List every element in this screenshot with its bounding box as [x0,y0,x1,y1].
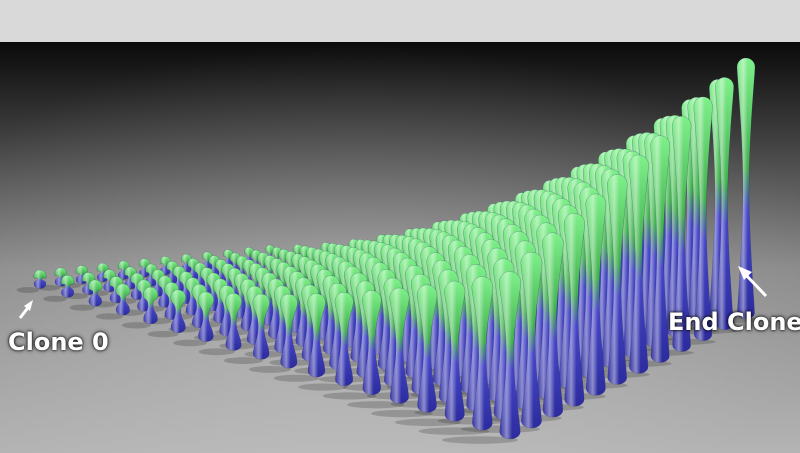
clone-highlight [225,293,242,351]
clone-shadow [69,304,95,311]
clone-highlight [160,256,171,275]
clone-shadow [322,392,376,400]
clone-highlight [362,290,382,395]
clone-highlight [585,193,606,396]
clone-highlight [307,293,326,378]
clone-highlight [252,293,270,360]
clone-shadow [371,409,433,418]
clone-highlight [444,281,465,422]
clone-shadow [16,286,40,294]
clone-highlight [61,275,75,298]
clone-highlight [715,77,734,330]
clone-highlight [124,266,137,290]
clone-highlight [672,116,692,352]
clone-highlight [170,289,186,333]
clone-shadow [442,436,518,444]
clone-shadow [43,295,67,302]
clone-highlight [197,291,214,342]
clone-shadow [394,418,462,427]
clone-shadow [223,357,264,364]
clone-highlight [181,254,192,273]
clone-highlight [143,287,158,324]
clone-highlight [607,174,628,385]
clone-0-label: Clone 0 [8,328,109,356]
clone-highlight [280,294,298,369]
clone-shadow [346,401,405,409]
clone-highlight [145,264,158,287]
clone-shadow [198,348,235,356]
clone-shadow [248,365,292,373]
clone-highlight [334,292,354,386]
clone-array [33,57,756,440]
clone-highlight [88,279,103,307]
clone-highlight [115,283,131,316]
clone-highlight [389,287,410,404]
clone-shadow [147,330,179,338]
clone-highlight [693,96,713,341]
clone-highlight [499,271,521,440]
clone-highlight [737,58,755,319]
clone-shadow [273,374,320,382]
clone-shadow [173,339,207,347]
clone-highlight [564,213,585,407]
clone-highlight [417,284,438,413]
clone-shadow [95,313,123,320]
clone-shadow [418,427,490,435]
clone-highlight [33,270,47,289]
end-arrow [738,266,768,298]
clone-highlight [520,252,543,429]
clone-shadow [298,383,348,391]
end-clone-label: End Clone [668,308,800,336]
clone-shadow [121,322,151,329]
clone-highlight [650,135,670,363]
clone-highlight [471,276,493,431]
top-bar [0,0,800,42]
start-arrow [18,300,33,319]
clone-highlight [628,155,649,374]
clone-highlight [542,232,564,418]
